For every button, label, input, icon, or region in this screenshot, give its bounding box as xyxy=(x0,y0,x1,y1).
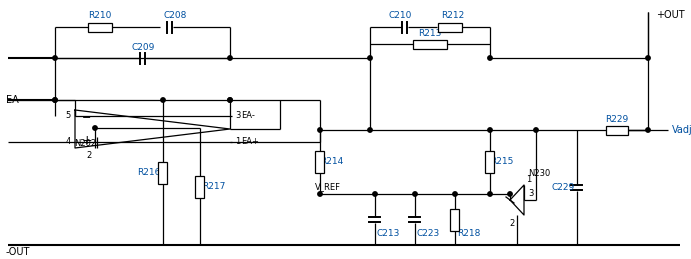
Circle shape xyxy=(53,56,57,60)
Bar xyxy=(486,151,495,173)
Text: R215: R215 xyxy=(491,157,513,167)
Text: R218: R218 xyxy=(457,229,480,238)
Text: 1: 1 xyxy=(526,176,531,184)
Text: C223: C223 xyxy=(417,229,440,238)
Circle shape xyxy=(368,128,372,132)
Text: C208: C208 xyxy=(163,11,187,20)
Text: R212: R212 xyxy=(442,11,464,20)
Text: R213: R213 xyxy=(418,30,442,39)
Text: R229: R229 xyxy=(605,116,629,125)
Circle shape xyxy=(318,192,322,196)
Text: -OUT: -OUT xyxy=(6,247,30,257)
Text: 5: 5 xyxy=(66,112,70,120)
Circle shape xyxy=(488,192,492,196)
Circle shape xyxy=(508,192,512,196)
Text: EA-: EA- xyxy=(241,112,255,120)
Text: R217: R217 xyxy=(202,182,225,191)
Circle shape xyxy=(368,56,372,60)
Circle shape xyxy=(453,192,457,196)
Circle shape xyxy=(93,126,97,130)
Circle shape xyxy=(228,98,232,102)
Circle shape xyxy=(646,128,650,132)
Text: C210: C210 xyxy=(388,11,412,20)
Text: C209: C209 xyxy=(131,44,155,53)
Text: EA: EA xyxy=(6,95,19,105)
Text: Vadj: Vadj xyxy=(672,125,691,135)
Text: 3: 3 xyxy=(528,189,533,198)
Text: −: − xyxy=(82,113,92,123)
Text: 4: 4 xyxy=(66,138,70,147)
Bar xyxy=(196,176,205,198)
Circle shape xyxy=(373,192,377,196)
Bar xyxy=(413,40,447,48)
Text: 2: 2 xyxy=(509,219,515,227)
Circle shape xyxy=(646,56,650,60)
Text: R210: R210 xyxy=(88,11,112,20)
Text: EA+: EA+ xyxy=(241,138,259,147)
Text: V_REF: V_REF xyxy=(315,183,341,191)
Circle shape xyxy=(413,192,417,196)
Bar xyxy=(316,151,325,173)
Text: C229: C229 xyxy=(551,183,575,192)
Bar xyxy=(451,208,460,231)
Circle shape xyxy=(53,98,57,102)
Bar xyxy=(88,23,112,32)
Circle shape xyxy=(161,98,165,102)
Text: R216: R216 xyxy=(138,168,161,177)
Circle shape xyxy=(488,56,492,60)
Text: R214: R214 xyxy=(321,157,343,167)
Text: 3: 3 xyxy=(235,112,240,120)
Circle shape xyxy=(318,128,322,132)
Circle shape xyxy=(53,98,57,102)
Text: N230: N230 xyxy=(528,169,550,177)
Text: 2: 2 xyxy=(86,152,92,161)
Text: 1: 1 xyxy=(235,138,240,147)
Circle shape xyxy=(228,56,232,60)
Circle shape xyxy=(488,128,492,132)
Circle shape xyxy=(534,128,538,132)
Bar xyxy=(158,162,167,183)
Text: +: + xyxy=(82,133,93,147)
Text: N202: N202 xyxy=(74,139,96,147)
Circle shape xyxy=(228,98,232,102)
Bar xyxy=(606,126,628,134)
Text: C213: C213 xyxy=(377,229,400,238)
Text: +OUT: +OUT xyxy=(656,10,685,20)
Bar xyxy=(438,23,462,32)
